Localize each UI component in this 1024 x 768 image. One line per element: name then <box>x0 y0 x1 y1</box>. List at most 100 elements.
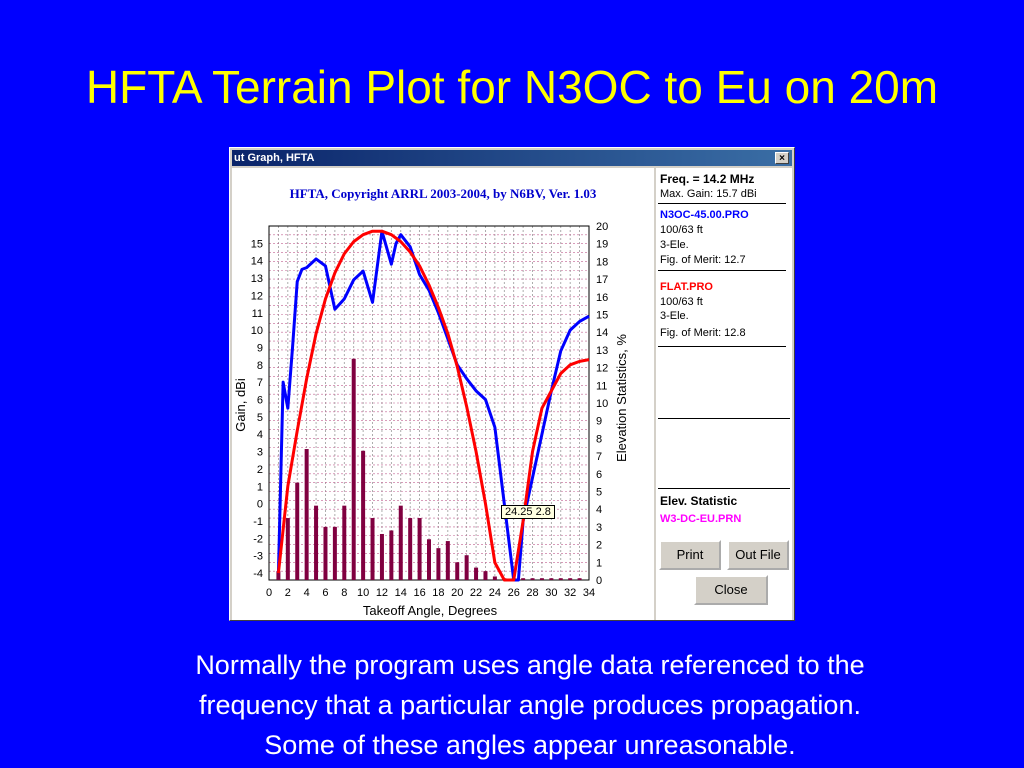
y2-tick-label: 5 <box>596 487 602 499</box>
max-gain-readout: Max. Gain: 15.7 dBi <box>660 188 757 200</box>
elevation-bar <box>492 576 497 580</box>
x-tick-label: 28 <box>526 587 538 599</box>
x-tick-label: 6 <box>322 587 328 599</box>
elevation-bar <box>398 505 403 580</box>
file1-name: N3OC-45.00.PRO <box>660 209 749 221</box>
y-tick-label: 7 <box>257 377 263 389</box>
x-tick-label: 12 <box>376 587 388 599</box>
x-tick-label: 16 <box>413 587 425 599</box>
y2-tick-label: 19 <box>596 239 608 251</box>
file2-antenna: 3-Ele. <box>660 310 689 322</box>
elevation-bar <box>304 449 309 580</box>
x-tick-label: 20 <box>451 587 463 599</box>
elevation-bar <box>314 505 319 580</box>
y2-tick-label: 18 <box>596 256 608 268</box>
y-tick-label: 11 <box>252 308 263 320</box>
elevation-bar <box>530 578 535 580</box>
divider <box>658 346 786 347</box>
caption-line-2: frequency that a particular angle produc… <box>199 690 861 720</box>
elevation-bar <box>285 518 290 580</box>
x-tick-label: 18 <box>432 587 444 599</box>
y-tick-label: 15 <box>251 238 263 250</box>
gain-lines <box>276 229 590 582</box>
elevation-bar <box>361 450 366 580</box>
plot-area: HFTA, Copyright ARRL 2003-2004, by N6BV,… <box>232 168 654 620</box>
terrain-chart: HFTA, Copyright ARRL 2003-2004, by N6BV,… <box>233 186 629 618</box>
y-tick-label: -2 <box>253 533 263 545</box>
caption-line-3: Some of these angles appear unreasonable… <box>264 730 796 760</box>
y2-tick-label: 1 <box>596 557 602 569</box>
x-tick-label: 26 <box>508 587 520 599</box>
y-tick-label: 8 <box>257 360 263 372</box>
elevation-bar <box>521 578 526 580</box>
divider <box>658 203 786 204</box>
y-axis-label: Gain, dBi <box>233 378 248 432</box>
elevation-bar <box>417 518 422 580</box>
x-tick-label: 22 <box>470 587 482 599</box>
file2-merit: Fig. of Merit: 12.8 <box>660 327 746 339</box>
elevation-bars <box>276 358 582 580</box>
y2-tick-label: 4 <box>596 504 602 516</box>
y2-tick-label: 11 <box>596 380 607 392</box>
close-button[interactable]: Close <box>694 575 768 605</box>
x-tick-label: 30 <box>545 587 557 599</box>
x-tick-label: 8 <box>341 587 347 599</box>
x-axis-label: Takeoff Angle, Degrees <box>363 603 498 618</box>
y-tick-label: 10 <box>251 325 263 337</box>
x-tick-label: 32 <box>564 587 576 599</box>
file1-height: 100/63 ft <box>660 224 703 236</box>
file1-antenna: 3-Ele. <box>660 239 689 251</box>
x-tick-label: 4 <box>304 587 310 599</box>
elevation-bar <box>549 578 554 580</box>
chart-grid <box>268 225 590 581</box>
x-tick-label: 0 <box>266 587 272 599</box>
print-button[interactable]: Print <box>659 540 721 570</box>
y2-tick-label: 7 <box>596 451 602 463</box>
y2-tick-label: 6 <box>596 469 602 481</box>
y2-tick-label: 12 <box>596 363 608 375</box>
elevation-bar <box>276 571 281 580</box>
y-tick-label: 14 <box>251 256 263 268</box>
elevation-bar <box>539 578 544 580</box>
value-tooltip: 24.25 2.8 <box>501 505 555 519</box>
elevation-bar <box>577 578 582 580</box>
y-tick-label: 4 <box>257 429 263 441</box>
out-file-button[interactable]: Out File <box>727 540 789 570</box>
elevation-bar <box>436 548 441 580</box>
elevation-bar <box>351 358 356 580</box>
y-tick-label: 5 <box>257 412 263 424</box>
y2-tick-label: 14 <box>596 327 608 339</box>
elevation-bar <box>483 571 488 580</box>
y2-tick-label: 8 <box>596 433 602 445</box>
y-tick-label: -4 <box>253 568 263 580</box>
close-icon[interactable]: × <box>775 152 789 164</box>
x-tick-label: 2 <box>285 587 291 599</box>
y2-tick-label: 3 <box>596 522 602 534</box>
y-tick-label: 2 <box>257 464 263 476</box>
elevation-bar <box>408 518 413 580</box>
y-tick-label: -1 <box>253 516 263 528</box>
file2-height: 100/63 ft <box>660 296 703 308</box>
caption-line-1: Normally the program uses angle data ref… <box>195 650 865 680</box>
window-titlebar[interactable]: ut Graph, HFTA × <box>232 150 792 166</box>
x-tick-label: 10 <box>357 587 369 599</box>
y2-tick-label: 0 <box>596 575 602 587</box>
elevation-bar <box>568 578 573 580</box>
sidebar-panel: Freq. = 14.2 MHz Max. Gain: 15.7 dBi N3O… <box>656 168 792 620</box>
y-tick-label: 6 <box>257 395 263 407</box>
y-tick-label: 9 <box>257 342 263 354</box>
slide-caption: Normally the program uses angle data ref… <box>80 645 980 765</box>
gain-line-flat-pro <box>276 229 590 582</box>
y-tick-label: 0 <box>257 499 263 511</box>
elevation-bar <box>379 533 384 580</box>
elev-statistic-file: W3-DC-EU.PRN <box>660 513 742 525</box>
divider <box>658 488 790 489</box>
x-tick-label: 34 <box>583 587 595 599</box>
y-tick-label: -3 <box>253 551 263 563</box>
elevation-bar <box>342 505 347 580</box>
chart-title: HFTA, Copyright ARRL 2003-2004, by N6BV,… <box>290 186 597 201</box>
y-tick-label: 3 <box>257 447 263 459</box>
y2-tick-label: 13 <box>596 345 608 357</box>
y-tick-label: 12 <box>251 290 263 302</box>
y2-tick-label: 15 <box>596 310 608 322</box>
